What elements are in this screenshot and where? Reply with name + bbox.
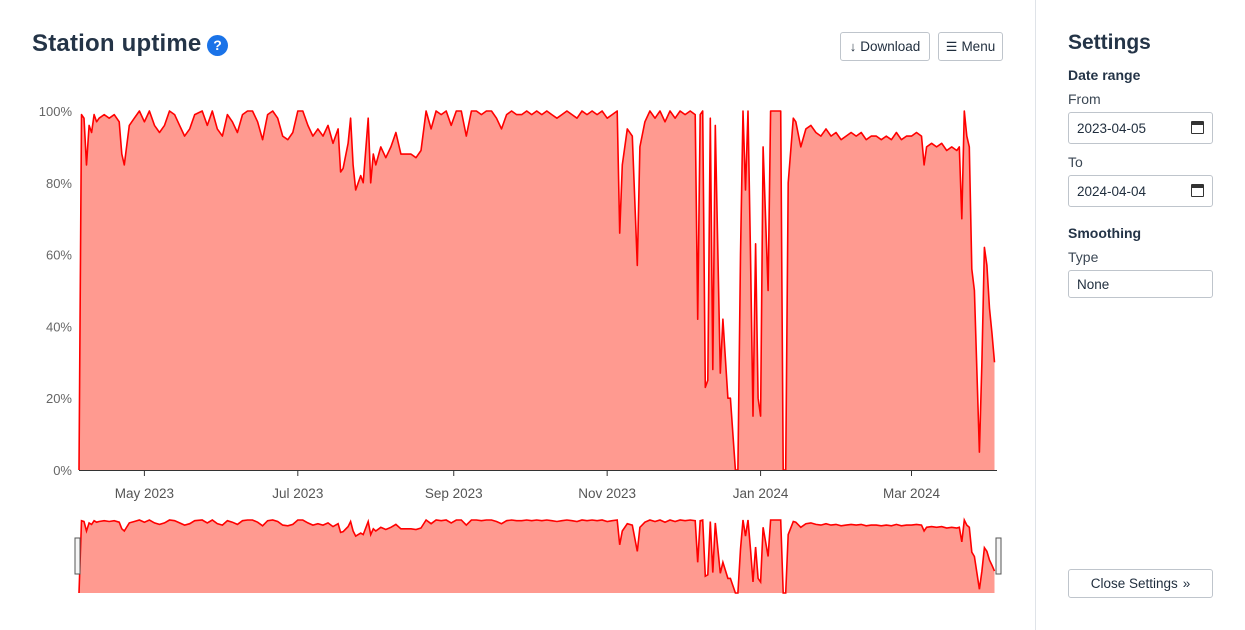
smoothing-heading: Smoothing (1068, 225, 1142, 241)
arrow-down-icon: ↓ (849, 39, 857, 54)
navigator-area (79, 520, 995, 593)
close-settings-button[interactable]: Close Settings » (1068, 569, 1213, 598)
main-panel: Station uptime ? ↓ Download ☰ Menu 0% 20%… (0, 30, 1035, 597)
y-tick-label: 100% (39, 104, 73, 119)
to-label: To (1068, 154, 1083, 170)
x-tick-label: Sep 2023 (425, 486, 483, 501)
navigator-handle-left[interactable] (74, 537, 81, 575)
smoothing-type-value: None (1077, 276, 1110, 292)
navigator-handle-right[interactable] (995, 537, 1002, 575)
to-date-value: 2024-04-04 (1077, 183, 1147, 199)
double-chevron-right-icon: » (1182, 576, 1191, 591)
calendar-icon[interactable] (1191, 184, 1204, 197)
y-tick-label: 20% (46, 391, 72, 406)
date-range-heading: Date range (1068, 67, 1141, 83)
x-tick-label: Mar 2024 (883, 486, 941, 501)
close-settings-label: Close Settings (1090, 576, 1178, 591)
type-label: Type (1068, 249, 1099, 265)
uptime-series-line (78, 110, 996, 471)
x-tick-label: Jul 2023 (272, 486, 323, 501)
question-circle-icon[interactable]: ? (207, 35, 228, 56)
y-tick-label: 0% (53, 463, 72, 478)
uptime-chart[interactable]: 0% 20% 40% 60% 80% 100% May 2023 Jul 2023 Sep 20… (0, 90, 1035, 505)
smoothing-type-select[interactable]: None (1068, 270, 1213, 298)
y-tick-label: 60% (46, 248, 72, 263)
from-date-input[interactable]: 2023-04-05 (1068, 112, 1213, 144)
download-button[interactable]: ↓ Download (840, 32, 930, 61)
menu-button-label: Menu (961, 39, 996, 54)
x-tick-label: Jan 2024 (733, 486, 789, 501)
uptime-area (79, 111, 995, 470)
from-date-value: 2023-04-05 (1077, 120, 1147, 136)
page-title: Station uptime (32, 30, 202, 57)
navigator-line (78, 517, 996, 594)
menu-button[interactable]: ☰ Menu (938, 32, 1003, 61)
calendar-icon[interactable] (1191, 121, 1204, 134)
settings-sidebar: Settings Date range From 2023-04-05 To 2… (1035, 0, 1245, 630)
from-label: From (1068, 91, 1101, 107)
y-tick-label: 80% (46, 176, 72, 191)
hamburger-icon: ☰ (945, 38, 958, 54)
settings-title: Settings (1068, 31, 1151, 54)
download-button-label: Download (860, 39, 921, 54)
y-tick-label: 40% (46, 319, 72, 334)
x-tick-label: May 2023 (115, 486, 174, 501)
x-tick-label: Nov 2023 (578, 486, 636, 501)
to-date-input[interactable]: 2024-04-04 (1068, 175, 1213, 207)
chart-navigator[interactable] (0, 512, 1035, 597)
